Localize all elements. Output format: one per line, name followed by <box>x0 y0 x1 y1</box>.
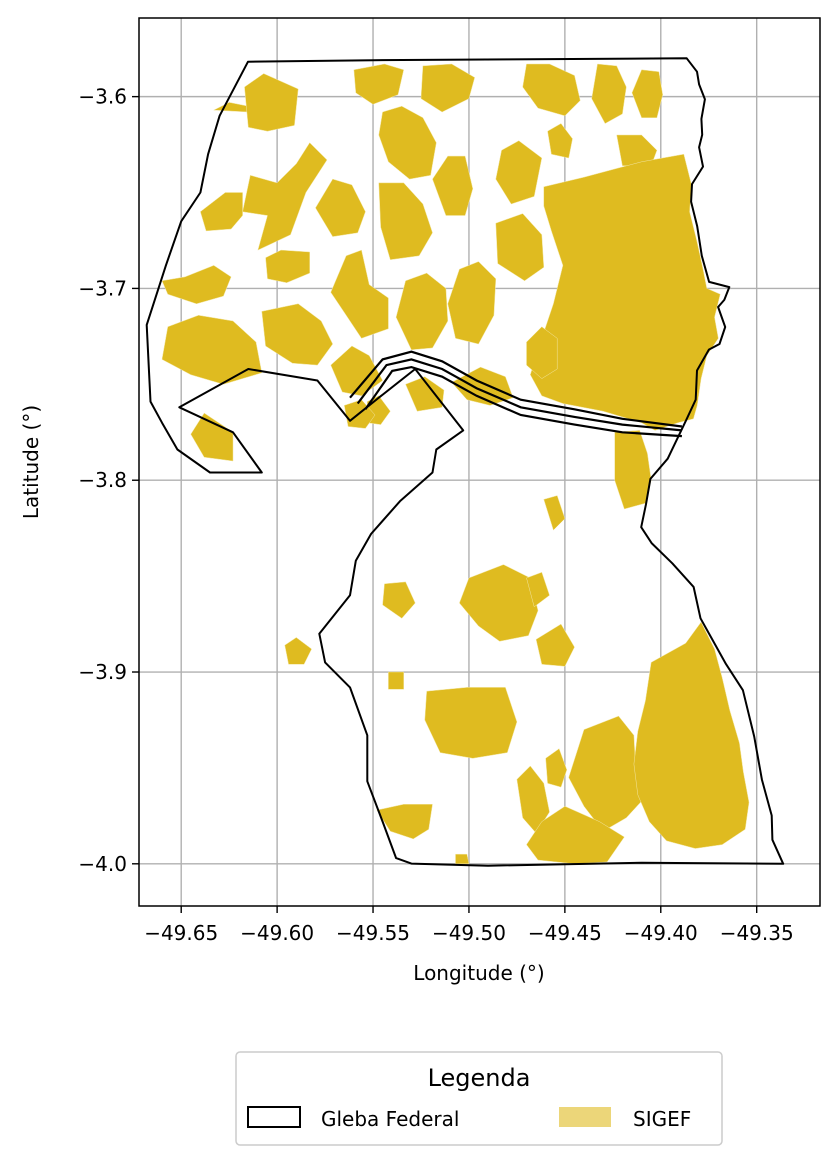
transmission-line <box>356 358 683 432</box>
sigef-parcel <box>284 637 312 665</box>
sigef-parcel <box>459 564 539 642</box>
sigef-parcel <box>631 69 663 118</box>
y-tick-label: −3.8 <box>78 468 127 492</box>
sigef-parcel <box>161 315 263 385</box>
legend-gleba-label: Gleba Federal <box>321 1107 459 1131</box>
x-axis-ticks: −49.65 −49.60 −49.55 −49.50 −49.45 −49.40 −49.… <box>144 906 794 945</box>
sigef-parcel <box>526 326 558 379</box>
sigef-parcel <box>378 182 433 260</box>
sigef-parcel <box>522 63 581 117</box>
x-tick-label: −49.55 <box>336 921 410 945</box>
x-axis-label: Longitude (°) <box>413 961 544 985</box>
sigef-parcel <box>261 303 333 366</box>
x-tick-label: −49.50 <box>432 921 506 945</box>
sigef-parcel <box>242 142 328 251</box>
sigef-parcel <box>547 123 573 159</box>
y-tick-label: −3.9 <box>78 660 127 684</box>
sigef-parcel <box>376 804 433 840</box>
sigef-parcel <box>447 261 497 345</box>
sigef-parcel <box>424 687 518 759</box>
sigef-parcel <box>535 623 575 667</box>
legend-title: Legenda <box>428 1064 531 1092</box>
legend-gleba-swatch <box>247 1106 301 1128</box>
sigef-parcel <box>495 140 543 205</box>
transmission-lines <box>349 350 683 438</box>
sigef-parcel <box>568 715 648 832</box>
sigef-parcel <box>388 671 404 690</box>
sigef-parcel <box>378 105 437 180</box>
sigef-parcel <box>495 213 545 282</box>
sigef-parcel <box>353 63 404 105</box>
sigef-parcel <box>420 63 475 113</box>
y-tick-label: −3.7 <box>78 276 127 300</box>
sigef-parcel <box>161 265 232 305</box>
sigef-parcel <box>200 192 243 232</box>
sigef-parcel <box>382 581 416 619</box>
sigef-parcel <box>244 73 299 132</box>
transmission-line <box>349 350 683 428</box>
legend: Legenda Gleba Federal SIGEF <box>235 1051 723 1146</box>
x-tick-label: −49.35 <box>720 921 794 945</box>
y-axis-ticks: −3.6 −3.7 −3.8 −3.9 −4.0 <box>78 85 139 876</box>
sigef-parcel <box>526 571 550 608</box>
transmission-line <box>364 365 682 438</box>
sigef-parcel <box>526 806 625 865</box>
sigef-parcel <box>516 765 550 834</box>
sigef-parcels <box>161 63 750 865</box>
sigef-parcel <box>451 366 514 406</box>
x-tick-label: −49.60 <box>240 921 314 945</box>
legend-sigef-label: SIGEF <box>633 1107 691 1131</box>
gleba-federal-boundary <box>145 57 785 867</box>
sigef-parcel <box>545 748 568 788</box>
x-tick-label: −49.45 <box>528 921 602 945</box>
sigef-parcel <box>455 853 470 865</box>
sigef-parcel <box>315 178 366 237</box>
sigef-parcel <box>616 134 658 166</box>
sigef-parcel <box>530 153 721 431</box>
sigef-parcel <box>395 272 449 351</box>
sigef-parcel <box>633 621 750 849</box>
y-tick-label: −3.6 <box>78 85 127 109</box>
legend-sigef-swatch <box>559 1107 611 1127</box>
sigef-parcel <box>330 249 389 339</box>
plot-frame <box>138 17 821 907</box>
x-tick-label: −49.40 <box>624 921 698 945</box>
sigef-parcel <box>432 155 474 216</box>
gleba-federal-outline <box>145 57 785 867</box>
sigef-parcel <box>265 249 310 283</box>
x-tick-label: −49.65 <box>144 921 218 945</box>
y-axis-label: Latitude (°) <box>19 405 43 519</box>
sigef-parcel <box>330 345 383 397</box>
sigef-parcel <box>591 63 627 124</box>
y-tick-label: −4.0 <box>78 852 127 876</box>
sigef-parcel <box>543 495 566 531</box>
